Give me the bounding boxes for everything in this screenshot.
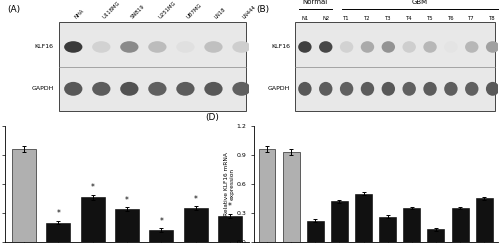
Ellipse shape <box>424 41 437 53</box>
Ellipse shape <box>340 82 353 96</box>
Text: (B): (B) <box>256 5 270 14</box>
Ellipse shape <box>361 41 374 53</box>
Text: *: * <box>90 183 94 192</box>
Ellipse shape <box>382 41 395 53</box>
Text: T1: T1 <box>344 16 350 21</box>
FancyBboxPatch shape <box>295 22 495 111</box>
Bar <box>149 230 174 242</box>
Ellipse shape <box>424 82 437 96</box>
Text: N1: N1 <box>302 16 308 21</box>
Ellipse shape <box>486 41 500 53</box>
Bar <box>307 221 324 242</box>
Text: Normal: Normal <box>302 0 328 5</box>
Text: T8: T8 <box>490 16 496 21</box>
Ellipse shape <box>382 82 395 96</box>
Ellipse shape <box>340 41 353 53</box>
Text: KLF16: KLF16 <box>272 44 290 50</box>
Text: T6: T6 <box>448 16 454 21</box>
Ellipse shape <box>64 82 82 96</box>
Bar <box>282 152 300 242</box>
Ellipse shape <box>319 82 332 96</box>
Bar <box>258 149 276 242</box>
Ellipse shape <box>298 41 312 53</box>
Ellipse shape <box>232 41 250 53</box>
Ellipse shape <box>92 82 110 96</box>
Ellipse shape <box>232 82 250 96</box>
Text: *: * <box>228 202 232 211</box>
Text: SNB19: SNB19 <box>130 4 146 20</box>
Text: LN18: LN18 <box>214 7 226 20</box>
Text: GBM: GBM <box>412 0 428 5</box>
Text: T2: T2 <box>364 16 371 21</box>
Text: N2: N2 <box>322 16 330 21</box>
Text: GAPDH: GAPDH <box>268 86 290 91</box>
Ellipse shape <box>176 41 194 53</box>
Text: T4: T4 <box>406 16 412 21</box>
Ellipse shape <box>176 82 194 96</box>
FancyBboxPatch shape <box>58 22 246 111</box>
Text: T5: T5 <box>426 16 434 21</box>
Ellipse shape <box>402 82 416 96</box>
Bar <box>331 201 348 242</box>
Bar <box>115 209 139 242</box>
Text: *: * <box>194 195 198 204</box>
Ellipse shape <box>444 82 458 96</box>
Ellipse shape <box>486 82 500 96</box>
Bar <box>452 208 468 242</box>
Y-axis label: Relative KLF16 mRNA
expression: Relative KLF16 mRNA expression <box>224 152 235 216</box>
Ellipse shape <box>319 41 332 53</box>
Ellipse shape <box>92 41 110 53</box>
Text: T3: T3 <box>385 16 392 21</box>
Text: (A): (A) <box>8 5 20 14</box>
Text: *: * <box>160 217 163 226</box>
Bar <box>46 223 70 242</box>
Ellipse shape <box>204 41 222 53</box>
Text: U118MG: U118MG <box>102 0 121 20</box>
Ellipse shape <box>361 82 374 96</box>
Ellipse shape <box>120 41 139 53</box>
Bar <box>218 216 242 242</box>
Text: NHA: NHA <box>74 8 85 20</box>
Bar <box>80 198 104 242</box>
Ellipse shape <box>148 41 167 53</box>
Ellipse shape <box>298 82 312 96</box>
Bar <box>12 149 36 242</box>
Ellipse shape <box>444 41 458 53</box>
Ellipse shape <box>465 82 478 96</box>
Text: (D): (D) <box>205 113 219 122</box>
Text: T7: T7 <box>468 16 475 21</box>
Bar <box>379 217 396 242</box>
Text: LN444: LN444 <box>242 4 257 20</box>
Bar <box>428 229 444 242</box>
Bar <box>184 208 208 242</box>
Text: UB7MG: UB7MG <box>186 2 202 20</box>
Text: GAPDH: GAPDH <box>32 86 54 91</box>
Ellipse shape <box>64 41 82 53</box>
Ellipse shape <box>148 82 167 96</box>
Ellipse shape <box>465 41 478 53</box>
Ellipse shape <box>120 82 139 96</box>
Bar <box>355 194 372 242</box>
Ellipse shape <box>204 82 222 96</box>
Bar <box>404 208 420 242</box>
Text: U251MG: U251MG <box>158 0 177 20</box>
Text: KLF16: KLF16 <box>35 44 54 50</box>
Text: *: * <box>125 196 129 205</box>
Text: *: * <box>56 209 60 218</box>
Bar <box>476 199 492 242</box>
Ellipse shape <box>402 41 416 53</box>
